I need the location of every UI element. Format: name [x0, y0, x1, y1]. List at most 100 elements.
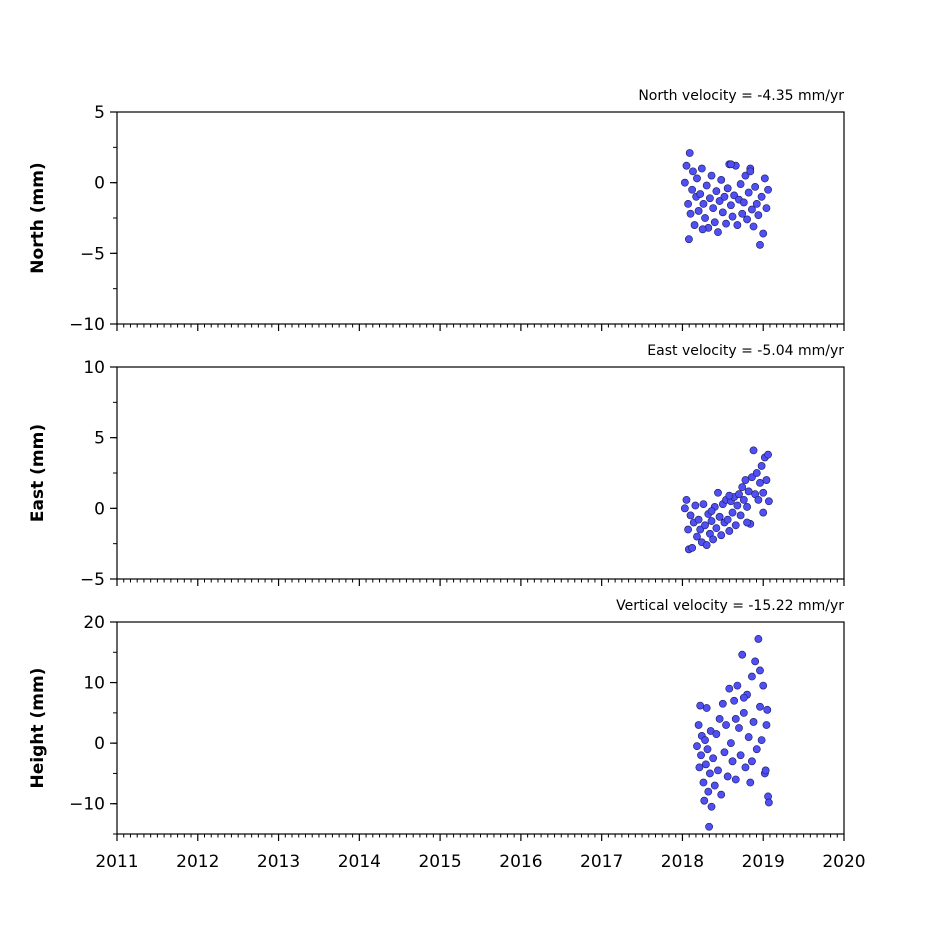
data-point [727, 201, 735, 210]
data-point [725, 527, 734, 535]
data-point [733, 681, 742, 690]
data-point [730, 696, 739, 705]
data-point [696, 525, 705, 534]
data-point [682, 161, 691, 170]
data-point [746, 167, 755, 176]
data-point [701, 760, 710, 769]
data-point [746, 778, 755, 787]
y-tick-label: 0 [94, 174, 105, 194]
data-point [720, 192, 729, 201]
data-point [712, 730, 721, 738]
data-point [728, 757, 737, 766]
data-point [723, 184, 732, 193]
data-point [738, 483, 747, 492]
data-point [693, 174, 701, 183]
data-point [752, 199, 761, 208]
data-point [686, 511, 695, 520]
x-tick-label: 2018 [661, 852, 704, 872]
y-tick-label: 5 [94, 103, 105, 123]
data-point [694, 515, 703, 524]
data-point [759, 229, 768, 238]
data-point [756, 666, 764, 675]
x-tick-label: 2014 [338, 852, 381, 872]
data-point [741, 171, 750, 180]
data-point [728, 508, 737, 517]
data-point [698, 225, 707, 234]
data-point [725, 491, 734, 500]
data-point [701, 736, 709, 745]
data-point [762, 476, 771, 484]
y-tick-label: −5 [80, 570, 105, 590]
data-point [759, 488, 768, 497]
data-point [695, 763, 704, 772]
data-point [706, 769, 714, 778]
data-point [739, 693, 748, 702]
data-point [715, 715, 724, 723]
y-axis-label: Height (mm) [28, 668, 48, 789]
data-point [705, 822, 714, 831]
data-point [754, 635, 763, 643]
data-point [752, 745, 761, 754]
x-tick-label: 2016 [499, 852, 542, 872]
data-point [756, 240, 764, 249]
data-point [684, 525, 692, 534]
data-point [749, 718, 758, 726]
data-point [749, 222, 758, 231]
data-point [693, 742, 701, 751]
data-point [704, 787, 713, 796]
data-point [718, 208, 727, 217]
data-point [715, 197, 724, 205]
data-point [686, 209, 695, 218]
data-point [752, 469, 761, 477]
y-tick-label: −10 [69, 315, 105, 335]
data-point [739, 198, 748, 207]
panel-2: East velocity = -5.04 mm/yr East (mm) 10 5 0… [28, 343, 845, 590]
data-point [702, 704, 711, 712]
data-point [751, 183, 760, 191]
data-point [763, 705, 772, 714]
data-point [685, 235, 693, 244]
data-point [694, 721, 703, 729]
data-point [680, 504, 689, 513]
data-point [735, 490, 743, 499]
data-point [694, 207, 703, 215]
data-point [739, 495, 748, 504]
data-point [680, 178, 689, 187]
data-point [693, 532, 701, 541]
data-point [701, 521, 709, 530]
data-point [727, 160, 735, 169]
data-point [728, 212, 737, 221]
axes-frame [116, 621, 845, 835]
data-point [689, 167, 697, 176]
data-point [691, 501, 700, 510]
data-point [764, 798, 773, 807]
data-point [688, 544, 697, 552]
data-point [717, 531, 726, 540]
data-point [757, 462, 766, 470]
data-point [712, 187, 721, 196]
data-point [712, 524, 721, 533]
data-point [764, 450, 772, 459]
data-point [707, 507, 716, 516]
y-tick-label: −10 [69, 795, 105, 815]
data-point [710, 218, 719, 227]
x-tick-label: 2020 [822, 852, 865, 872]
y-tick-label: −5 [80, 244, 105, 264]
data-point [727, 739, 735, 748]
data-point [700, 796, 709, 805]
data-point [731, 775, 740, 784]
data-point [709, 535, 718, 544]
data-point [757, 736, 766, 745]
data-point [749, 446, 758, 455]
data-point [756, 478, 764, 487]
data-point [703, 745, 712, 754]
data-point [739, 708, 748, 717]
y-tick-label: 20 [83, 613, 105, 633]
data-point [748, 672, 756, 681]
data-point [760, 174, 769, 183]
data-point [696, 190, 705, 198]
data-point [702, 181, 711, 190]
data-point [748, 757, 756, 766]
data-point [697, 164, 706, 173]
